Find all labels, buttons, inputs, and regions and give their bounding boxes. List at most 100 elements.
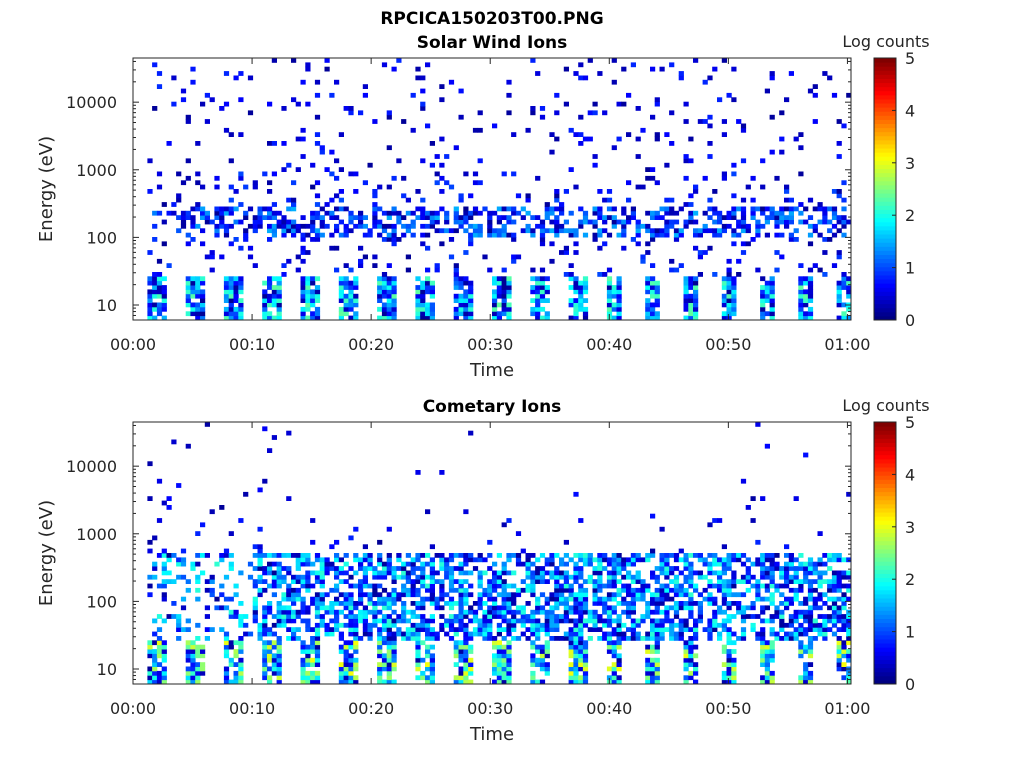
spectrogram-cell <box>420 561 426 567</box>
spectrogram-cell <box>319 583 325 589</box>
spectrogram-cell <box>439 228 445 234</box>
spectrogram-cell <box>276 298 282 303</box>
spectrogram-cell <box>286 566 292 571</box>
spectrogram-cell <box>200 649 206 654</box>
spectrogram-cell <box>190 644 196 650</box>
spectrogram-cell <box>262 675 268 681</box>
spectrogram-cell <box>310 596 316 602</box>
spectrogram-cell <box>831 232 838 238</box>
spectrogram-cell <box>477 158 483 164</box>
spectrogram-cell <box>578 601 584 606</box>
spectrogram-cell <box>252 223 258 229</box>
spectrogram-cell <box>721 58 727 63</box>
spectrogram-cell <box>439 84 445 89</box>
spectrogram-cell <box>243 237 249 242</box>
spectrogram-cell <box>630 62 636 68</box>
spectrogram-cell <box>152 670 158 676</box>
spectrogram-cell <box>769 640 775 646</box>
spectrogram-cell <box>836 280 842 286</box>
spectrogram-cell <box>386 114 392 120</box>
spectrogram-cell <box>343 206 349 212</box>
spectrogram-cell <box>764 88 770 94</box>
spectrogram-cell <box>377 293 383 299</box>
spectrogram-cell <box>769 293 775 299</box>
spectrogram-cell <box>314 311 321 317</box>
spectrogram-cell <box>444 622 450 628</box>
spectrogram-cell <box>712 210 718 216</box>
spectrogram-cell <box>300 79 306 85</box>
spectrogram-cell <box>606 280 613 286</box>
colorbar-swatch <box>874 180 896 186</box>
spectrogram-cell <box>166 505 172 510</box>
spectrogram-cell <box>362 254 368 260</box>
colorbar-swatch <box>874 614 896 619</box>
spectrogram-cell <box>401 587 407 593</box>
spectrogram-cell <box>788 579 794 584</box>
spectrogram-cell <box>764 311 770 317</box>
spectrogram-cell <box>688 614 694 619</box>
spectrogram-cell <box>262 289 268 295</box>
spectrogram-cell <box>420 311 426 317</box>
spectrogram-cell <box>295 627 301 632</box>
spectrogram-cell <box>602 636 608 641</box>
spectrogram-cell <box>492 657 498 663</box>
spectrogram-cell <box>300 675 306 681</box>
spectrogram-cell <box>338 311 344 317</box>
spectrogram-cell <box>468 285 474 290</box>
spectrogram-cell <box>769 149 775 155</box>
spectrogram-cell <box>779 570 785 576</box>
spectrogram-cell <box>377 306 383 312</box>
solar-wind-panel: Solar Wind Ions 00:00 00:10 00:20 00:30 00:4… <box>36 32 930 381</box>
spectrogram-cell <box>472 232 479 238</box>
spectrogram-cell <box>200 311 206 317</box>
spectrogram-cell <box>468 557 474 563</box>
spectrogram-cell <box>563 245 569 251</box>
spectrogram-cell <box>463 636 469 641</box>
spectrogram-cell <box>439 162 445 168</box>
spectrogram-cell <box>348 215 354 220</box>
spectrogram-cell <box>429 570 435 576</box>
spectrogram-cell <box>214 232 220 238</box>
spectrogram-cell <box>267 649 273 654</box>
spectrogram-cell <box>439 592 445 598</box>
spectrogram-cell <box>353 189 359 194</box>
spectrogram-cell <box>606 570 613 576</box>
spectrogram-cell <box>171 75 177 81</box>
spectrogram-cell <box>836 254 842 260</box>
spectrogram-cell <box>305 232 311 238</box>
spectrogram-cell <box>506 675 512 681</box>
spectrogram-cell <box>343 662 349 667</box>
spectrogram-cell <box>807 285 814 290</box>
spectrogram-cell <box>458 653 464 659</box>
spectrogram-cell <box>291 627 297 632</box>
spectrogram-cell <box>314 631 321 637</box>
spectrogram-cell <box>156 583 163 589</box>
spectrogram-cell <box>616 618 622 624</box>
spectrogram-cell <box>602 272 608 277</box>
spectrogram-cell <box>807 622 814 628</box>
spectrogram-cell <box>554 193 560 199</box>
spectrogram-cell <box>381 285 388 290</box>
spectrogram-cell <box>415 293 421 299</box>
spectrogram-cell <box>563 250 569 255</box>
spectrogram-cell <box>812 579 818 584</box>
spectrogram-cell <box>314 228 321 234</box>
colorbar-swatch <box>874 143 896 149</box>
spectrogram-cell <box>621 245 627 251</box>
spectrogram-cell <box>147 276 153 282</box>
spectrogram-cell <box>200 206 206 212</box>
spectrogram-cell <box>602 618 608 624</box>
spectrogram-cell <box>262 666 268 672</box>
spectrogram-cell <box>219 627 225 632</box>
spectrogram-cell <box>822 210 828 216</box>
spectrogram-cell <box>511 210 517 216</box>
spectrogram-cell <box>238 670 244 676</box>
spectrogram-cell <box>343 570 349 576</box>
spectrogram-cell <box>362 618 368 624</box>
spectrogram-cell <box>530 561 536 567</box>
spectrogram-cell <box>659 557 665 563</box>
spectrogram-cell <box>669 579 675 584</box>
spectrogram-cell <box>391 679 397 685</box>
spectrogram-cell <box>817 614 823 619</box>
spectrogram-cell <box>310 675 316 681</box>
